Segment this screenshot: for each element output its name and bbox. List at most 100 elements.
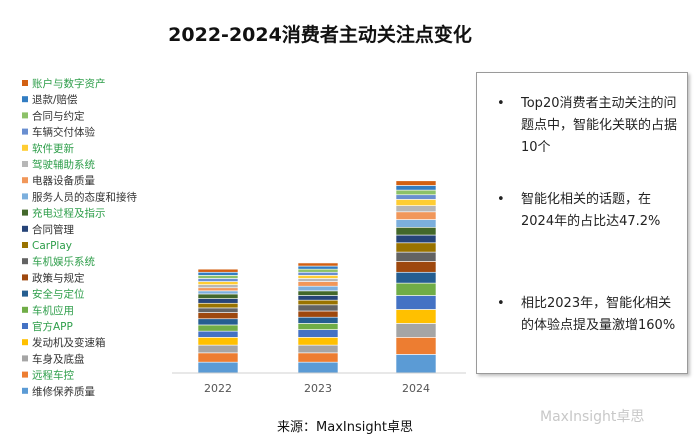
x-tick-label: 2024 [402,382,430,395]
bar-segment [297,316,339,324]
legend-label: 驾驶辅助系统 [32,158,95,171]
legend-label: 维修保养质量 [32,385,95,398]
legend-label: 退款/赔偿 [32,93,78,106]
bar-segment [297,310,339,318]
bar-segment [395,234,437,244]
legend-label: 车身及底盘 [32,352,85,365]
bar-segment [197,302,239,309]
legend-swatch [22,290,28,297]
legend-swatch [22,339,28,346]
legend: 账户与数字资产退款/赔偿合同与约定车辆交付体验软件更新驾驶辅助系统电器设备质量服… [22,77,137,398]
legend-swatch [22,80,28,86]
bar-segment [197,281,239,285]
bar-segment [297,275,339,279]
bar-segment [395,205,437,213]
bar-segment [297,281,339,287]
bar-segment [395,261,437,273]
watermark: MaxInsight卓思 [540,409,645,425]
bar-segment [197,271,239,276]
bar-segment [197,337,239,346]
bar-segment [395,199,437,206]
legend-swatch [22,225,28,232]
bar-segment [197,324,239,332]
source-note: 来源：MaxInsight卓思 [277,420,413,435]
x-tick-label: 2023 [304,382,332,395]
bar-segment [197,361,239,374]
legend-swatch [22,193,28,200]
bar-segment [297,299,339,306]
bar-segment [395,227,437,236]
legend-label: 官方APP [32,320,73,333]
legend-label: 车机娱乐系统 [32,255,95,268]
bar-segment [297,285,339,292]
legend-swatch [22,242,28,248]
bars [197,180,437,374]
bar-segment [197,290,239,295]
legend-label: 软件更新 [32,142,74,155]
bar-segment [197,275,239,279]
legend-swatch [22,96,28,103]
legend-swatch [22,128,28,135]
bar-segment [197,293,239,299]
legend-label: CarPlay [32,240,72,252]
legend-swatch [22,274,28,281]
bar-segment [395,282,437,296]
bar-segment [297,290,339,296]
callout-point-3: • 相比2023年，智能化相关的体验点提及量激增160% [497,293,677,337]
bar-segment [395,194,437,200]
legend-swatch [22,371,28,378]
bar-segment [297,329,339,338]
bar-segment [297,271,339,276]
legend-label: 电器设备质量 [32,174,95,187]
bar-segment [297,352,339,363]
legend-label: 政策与规定 [32,271,85,284]
bar-segment [297,361,339,374]
x-tick-labels: 2022 2023 2024 [204,382,430,395]
legend-swatch [22,144,28,151]
bar-segment [395,185,437,191]
legend-swatch [22,387,28,394]
bar-segment [297,344,339,354]
legend-label: 合同管理 [32,223,74,236]
legend-swatch [22,258,28,265]
bar-segment [395,219,437,228]
bar-segment [395,323,437,338]
legend-swatch [22,177,28,184]
bar-segment [197,298,239,304]
callout-point-1: • Top20消费者主动关注的问题点中，智能化关联的占据10个 [497,93,677,159]
legend-swatch [22,209,28,216]
bar-segment [197,344,239,354]
legend-label: 车机应用 [32,304,74,317]
bar-segment [395,354,437,374]
bar-segment [297,268,339,273]
bar-segment [395,251,437,262]
bar-segment [297,262,339,267]
stacked-bar-chart: 账户与数字资产退款/赔偿合同与约定车辆交付体验软件更新驾驶辅助系统电器设备质量服… [22,77,466,398]
bar-segment [297,295,339,301]
bar-segment [395,211,437,220]
bar-segment [197,268,239,273]
bar-segment [395,295,437,310]
bar-segment [297,337,339,346]
callout-point-2: • 智能化相关的话题，在2024年的占比达47.2% [497,189,677,233]
bar-segment [297,278,339,282]
bar-segment [395,337,437,355]
legend-label: 服务人员的态度和接待 [32,190,137,203]
legend-label: 远程车控 [32,369,74,382]
legend-label: 车辆交付体验 [32,126,95,139]
x-tick-label: 2022 [204,382,232,395]
bar-segment [297,265,339,270]
bar-segment [197,312,239,320]
legend-swatch [22,161,28,167]
legend-label: 充电过程及指示 [32,207,106,220]
bar-segment [197,287,239,292]
bar-segment [197,284,239,289]
bar-segment [395,242,437,253]
bar-segment [395,180,437,186]
legend-label: 账户与数字资产 [32,77,106,90]
legend-swatch [22,112,28,119]
legend-label: 发动机及变速箱 [32,336,106,349]
legend-swatch [22,306,28,313]
bar-segment [395,271,437,284]
bar-segment [197,278,239,282]
